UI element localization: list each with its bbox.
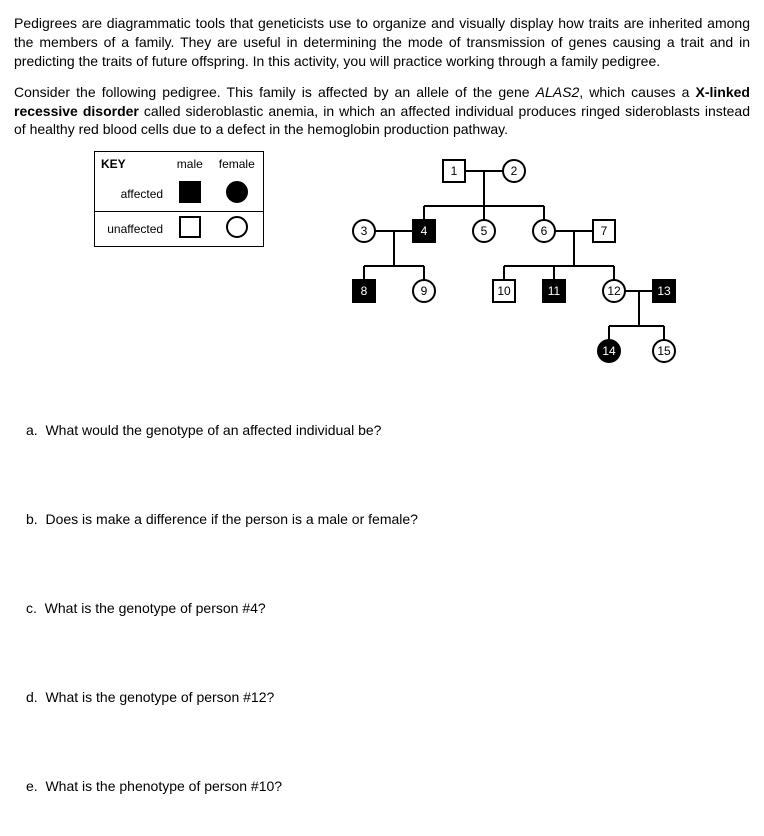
question-a-text: What would the genotype of an affected i… (45, 422, 381, 438)
question-e-text: What is the phenotype of person #10? (45, 778, 282, 794)
question-d: d. What is the genotype of person #12? (48, 688, 750, 707)
key-unaffected-label: unaffected (95, 211, 169, 246)
key-affected-label: affected (95, 177, 169, 212)
pedigree-node-label-7: 7 (601, 224, 608, 238)
pedigree-node-label-6: 6 (541, 224, 548, 238)
questions: a. What would the genotype of an affecte… (14, 421, 750, 795)
pedigree-area: KEY male female affected unaffected 1234… (14, 151, 750, 391)
pedigree-node-label-9: 9 (421, 284, 428, 298)
key-unaffected-male-icon (169, 211, 211, 246)
pedigree-node-label-10: 10 (497, 284, 511, 298)
pedigree-node-label-11: 11 (548, 284, 561, 298)
key-male-label: male (169, 152, 211, 176)
pedigree-node-label-8: 8 (361, 284, 368, 298)
key-box: KEY male female affected unaffected (94, 151, 264, 247)
p2-pre: Consider the following pedigree. This fa… (14, 84, 536, 100)
p2-gene: ALAS2 (536, 84, 580, 100)
key-affected-male-icon (169, 177, 211, 212)
pedigree-node-label-1: 1 (451, 164, 458, 178)
pedigree-node-label-15: 15 (657, 344, 671, 358)
pedigree-node-label-13: 13 (657, 284, 671, 298)
pedigree-diagram: 123456789101112131415 (304, 151, 724, 381)
question-b-text: Does is make a difference if the person … (45, 511, 417, 527)
paragraph-1: Pedigrees are diagrammatic tools that ge… (14, 14, 750, 71)
question-d-text: What is the genotype of person #12? (45, 689, 274, 705)
pedigree-node-label-5: 5 (481, 224, 488, 238)
pedigree-node-label-14: 14 (602, 344, 616, 358)
question-e: e. What is the phenotype of person #10? (48, 777, 750, 796)
question-c-text: What is the genotype of person #4? (45, 600, 266, 616)
pedigree-node-label-2: 2 (511, 164, 518, 178)
key-affected-female-icon (211, 177, 263, 212)
pedigree-node-label-12: 12 (607, 284, 621, 298)
paragraph-2: Consider the following pedigree. This fa… (14, 83, 750, 140)
p2-mid: , which causes a (579, 84, 695, 100)
pedigree-node-label-3: 3 (361, 224, 368, 238)
pedigree-node-label-4: 4 (421, 224, 428, 238)
key-title: KEY (95, 152, 169, 176)
key-female-label: female (211, 152, 263, 176)
question-a: a. What would the genotype of an affecte… (48, 421, 750, 440)
question-c: c. What is the genotype of person #4? (48, 599, 750, 618)
question-b: b. Does is make a difference if the pers… (48, 510, 750, 529)
key-unaffected-female-icon (211, 211, 263, 246)
